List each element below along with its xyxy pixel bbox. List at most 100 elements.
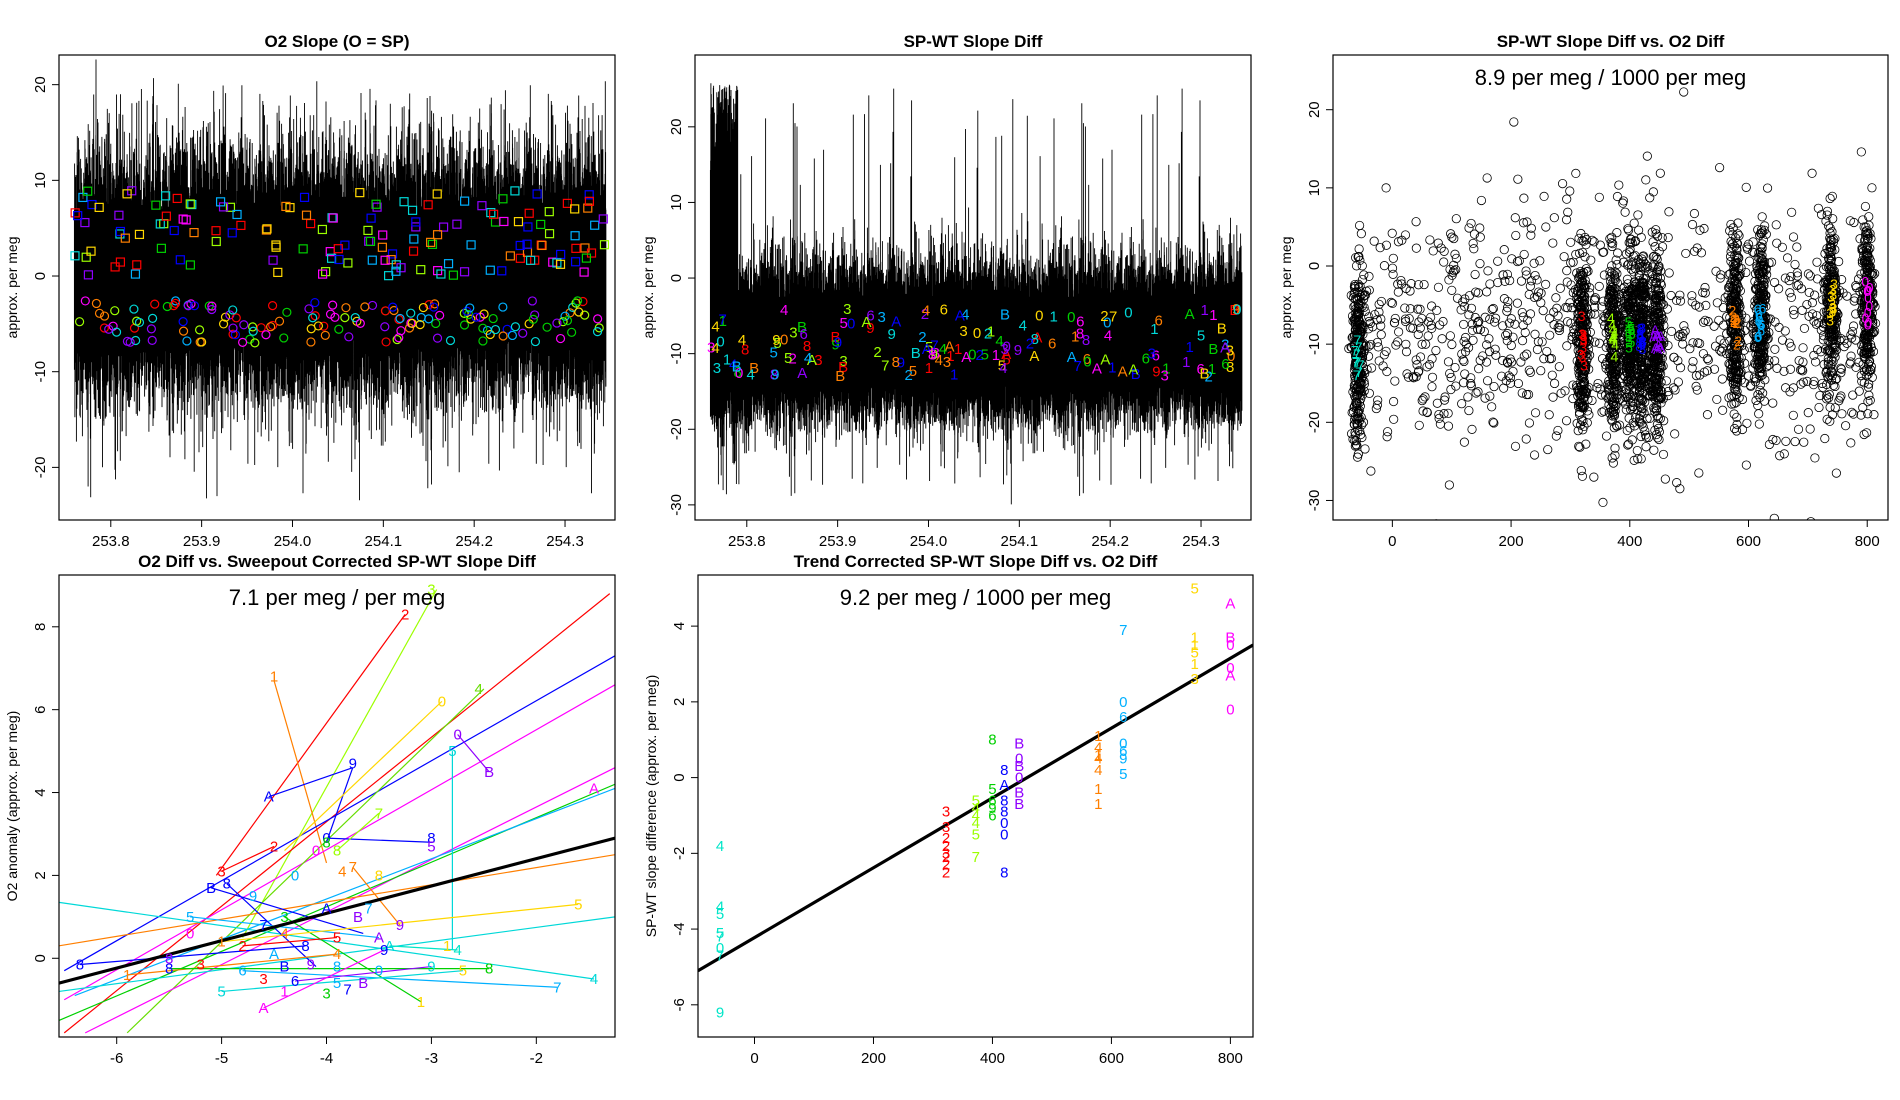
data-point-label: B [1014, 785, 1024, 802]
square-marker [268, 255, 278, 265]
scatter-point [1699, 223, 1709, 234]
scatter-point [1627, 435, 1637, 445]
square-marker [432, 189, 442, 199]
noise-series [73, 59, 607, 501]
x-tick-label: 0 [750, 1050, 758, 1067]
square-marker [365, 236, 376, 247]
scatter-point [1620, 328, 1630, 339]
scatter-point [1579, 334, 1590, 344]
scatter-point [1675, 290, 1685, 300]
scatter-point [1619, 305, 1629, 315]
scatter-point [1670, 385, 1680, 395]
scatter-point [1607, 241, 1617, 252]
circle-marker [527, 296, 537, 306]
scatter-point [1809, 350, 1819, 360]
series-label-marker: 4 [961, 306, 969, 323]
scatter-point [1510, 441, 1521, 451]
scatter-point [1623, 224, 1633, 234]
square-marker [70, 251, 80, 261]
circle-marker [394, 314, 404, 325]
x-tick-label: 0 [1388, 533, 1396, 550]
scatter-point [1353, 374, 1363, 384]
scatter-point [1427, 372, 1438, 382]
scatter-point [1715, 273, 1725, 283]
series-label-marker: 3 [814, 352, 822, 369]
connector-segment [242, 970, 558, 988]
square-marker [416, 265, 426, 275]
scatter-point [1460, 369, 1470, 379]
scatter-point [1748, 237, 1758, 247]
scatter-point [1607, 453, 1617, 463]
series-label-marker: A [861, 314, 871, 331]
series-label-marker: 9 [1014, 342, 1022, 359]
x-tick-label: 600 [1736, 533, 1761, 550]
scatter-point [1468, 238, 1478, 249]
scatter-point [1493, 256, 1503, 266]
data-point-label: 4 [453, 942, 461, 959]
scatter-point [1663, 232, 1673, 243]
scatter-point [1523, 389, 1534, 400]
scatter-point [1589, 237, 1599, 247]
scatter-point [1613, 355, 1623, 366]
cluster-label-marker: A [1656, 328, 1666, 344]
scatter-point [1391, 340, 1401, 350]
scatter-point [1382, 432, 1392, 442]
scatter-point [1658, 449, 1669, 460]
scatter-point [1770, 344, 1780, 354]
scatter-point [1597, 353, 1608, 364]
scatter-point [1633, 210, 1643, 220]
data-point-label: B [358, 975, 368, 992]
circle-marker [147, 313, 158, 323]
cluster-label-marker: 6 [1756, 316, 1764, 332]
scatter-point [1823, 365, 1833, 375]
data-point-label: 8 [1000, 792, 1008, 809]
scatter-point [1582, 302, 1592, 313]
scatter-point [1753, 225, 1763, 235]
scatter-point [1510, 319, 1520, 329]
scatter-point [1625, 330, 1635, 340]
series-label-marker: 1 [1049, 308, 1057, 325]
scatter-point [1606, 291, 1616, 301]
scatter-point [1635, 417, 1645, 428]
scatter-point [1799, 323, 1810, 334]
scatter-point [1413, 329, 1423, 340]
square-marker [579, 267, 589, 277]
series-label-marker: 1 [1150, 321, 1158, 338]
scatter-point [1529, 450, 1540, 460]
series-label-marker: 9 [930, 346, 938, 363]
scatter-point [1433, 519, 1439, 520]
scatter-point [1748, 247, 1758, 257]
scatter-point [1757, 212, 1767, 222]
circle-marker [282, 307, 292, 317]
series-label-marker: 0 [716, 334, 724, 351]
scatter-point [1672, 478, 1682, 488]
scatter-point [1576, 465, 1586, 476]
scatter-point [1764, 355, 1774, 366]
scatter-point [1502, 357, 1512, 367]
scatter-point [1712, 298, 1722, 308]
scatter-point [1725, 226, 1735, 236]
scatter-point [1732, 419, 1742, 430]
scatter-point [1598, 497, 1608, 507]
scatter-point [1762, 183, 1773, 193]
square-marker [301, 210, 312, 220]
scatter-point [1575, 351, 1585, 361]
scatter-point [1372, 337, 1383, 348]
scatter-point [1482, 287, 1492, 297]
cluster-label-marker: 3 [1830, 276, 1838, 292]
scatter-point [1625, 245, 1635, 255]
series-label-marker: 1 [1108, 360, 1116, 377]
chart-title: O2 Diff vs. Sweepout Corrected SP-WT Slo… [138, 552, 536, 571]
scatter-point [1757, 340, 1767, 351]
fit-line [698, 643, 1253, 973]
scatter-point [1440, 392, 1450, 402]
scatter-point [1646, 343, 1656, 353]
series-label-marker: 1 [719, 313, 727, 330]
series-label-marker: 5 [998, 357, 1006, 374]
scatter-point [1505, 354, 1515, 364]
circle-marker [261, 330, 271, 340]
x-tick-label: 254.1 [365, 533, 403, 550]
scatter-point [1438, 316, 1448, 327]
scatter-point [1647, 227, 1657, 237]
connector-segment [326, 837, 432, 843]
